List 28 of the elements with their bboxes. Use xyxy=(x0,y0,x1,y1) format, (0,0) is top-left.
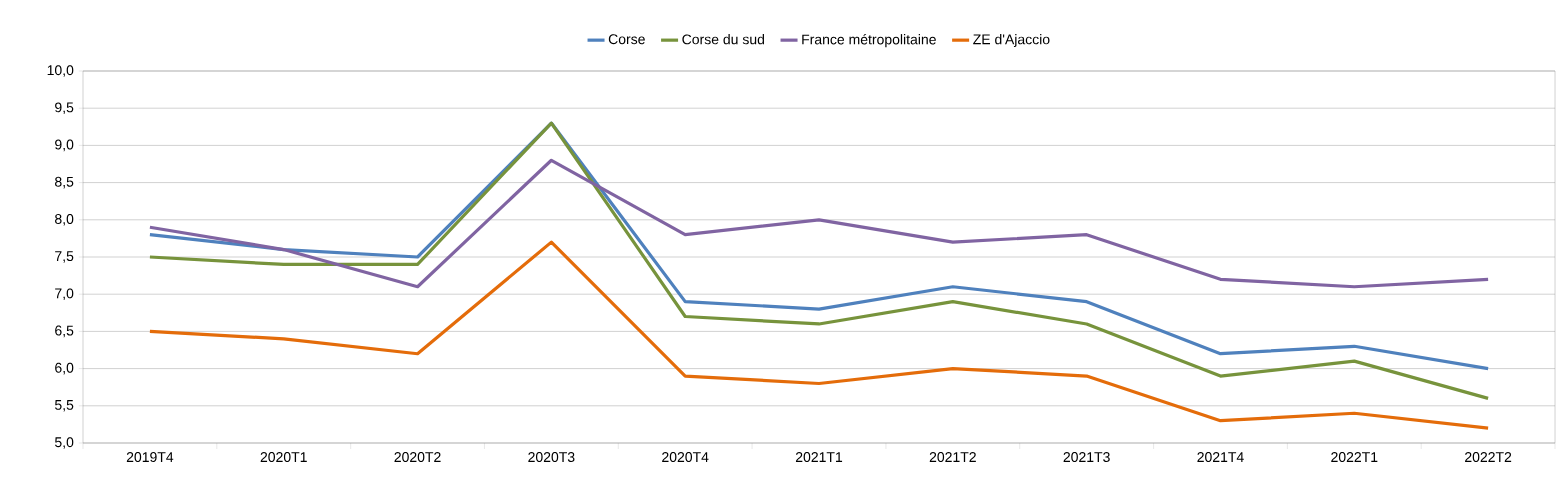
x-tick-label: 2020T4 xyxy=(662,452,709,463)
y-tick-label: 7,0 xyxy=(55,288,74,300)
x-tick-label: 2022T1 xyxy=(1331,452,1378,463)
x-tick-label: 2019T4 xyxy=(126,452,174,463)
y-tick-label: 6,0 xyxy=(55,362,74,375)
legend-label: ZE d'Ajaccio xyxy=(973,34,1050,48)
legend-label: Corse du sud xyxy=(682,34,765,45)
y-tick-label: 10,0 xyxy=(47,65,74,77)
x-tick-label: 2021T4 xyxy=(1197,452,1244,463)
y-tick-label: 9,0 xyxy=(55,139,74,152)
legend-label: Corse xyxy=(608,34,645,45)
x-tick-label: 2021T1 xyxy=(795,452,843,463)
x-tick-label: 2020T3 xyxy=(528,452,575,463)
line-series xyxy=(148,240,1490,430)
y-tick-label: 5,5 xyxy=(54,400,74,412)
y-tick-label: 9,5 xyxy=(55,102,74,114)
x-tick-label: 2021T3 xyxy=(1063,452,1110,463)
x-tick-label: 2021T2 xyxy=(929,452,976,463)
y-tick-label: 7,5 xyxy=(55,251,74,263)
y-tick-label: 5,0 xyxy=(54,437,74,449)
legend-label: France métropolitaine xyxy=(802,33,936,48)
x-tick-label: 2022T2 xyxy=(1465,452,1512,463)
y-tick-label: 8,0 xyxy=(55,214,74,226)
y-tick-label: 8,5 xyxy=(55,176,74,189)
line-series xyxy=(148,158,1490,289)
x-tick-label: 2020T2 xyxy=(394,452,441,463)
x-tick-label: 2020T1 xyxy=(260,452,307,463)
y-tick-label: 6,5 xyxy=(55,325,74,338)
